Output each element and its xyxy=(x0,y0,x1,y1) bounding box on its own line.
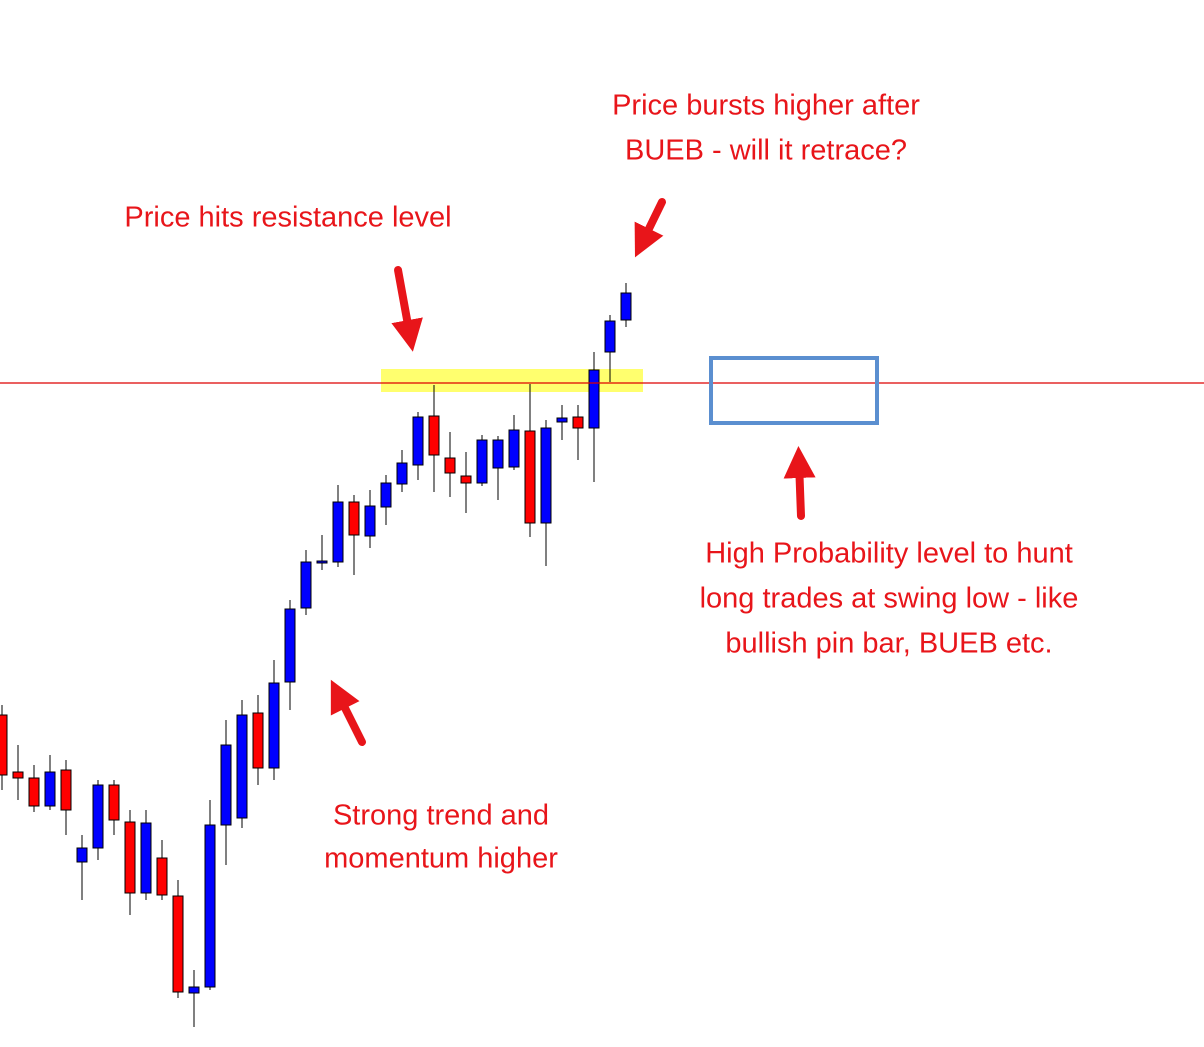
candle-body xyxy=(572,416,584,429)
candle-body xyxy=(12,771,24,779)
candle-body xyxy=(28,777,40,807)
candle-body xyxy=(0,714,8,776)
candle-body xyxy=(188,986,200,994)
candle-body xyxy=(508,429,520,468)
candle-body xyxy=(396,462,408,485)
annotation: bullish pin bar, BUEB etc. xyxy=(725,628,1052,660)
candle-body xyxy=(60,769,72,811)
candle-body xyxy=(348,501,360,536)
arrow xyxy=(783,446,816,520)
candle-body xyxy=(556,417,568,423)
candle-body xyxy=(332,501,344,563)
annotation: Strong trend and xyxy=(333,800,549,832)
annotation: momentum higher xyxy=(324,843,558,875)
candle-body xyxy=(604,320,616,353)
candle-body xyxy=(316,560,328,564)
candle-body xyxy=(412,416,424,466)
candle-body xyxy=(540,427,552,524)
candle-body xyxy=(252,712,264,769)
candle-body xyxy=(92,784,104,849)
candle-body xyxy=(156,857,168,896)
candle-body xyxy=(236,714,248,819)
candle-body xyxy=(492,439,504,469)
arrow xyxy=(330,679,366,746)
candle-body xyxy=(124,821,136,894)
candle-body xyxy=(476,439,488,484)
candle-body xyxy=(428,415,440,456)
candle-body xyxy=(284,608,296,683)
candle-body xyxy=(140,822,152,894)
candle-body xyxy=(220,744,232,826)
annotation: Price bursts higher after xyxy=(612,90,920,122)
target-box xyxy=(709,356,879,425)
arrow xyxy=(634,198,666,258)
candle-body xyxy=(524,430,536,524)
candle-body xyxy=(268,682,280,769)
arrows xyxy=(330,198,816,746)
candle-body xyxy=(76,847,88,863)
candle-body xyxy=(108,784,120,821)
annotation: long trades at swing low - like xyxy=(700,583,1079,615)
resistance-zone xyxy=(381,369,643,392)
candle-body xyxy=(460,475,472,484)
arrow xyxy=(391,266,423,352)
candle-body xyxy=(172,895,184,993)
candle-body xyxy=(204,824,216,988)
candle-body xyxy=(620,292,632,321)
candle-body xyxy=(444,457,456,474)
candle-body xyxy=(300,561,312,609)
candle-body xyxy=(588,369,600,429)
annotation: Price hits resistance level xyxy=(124,202,451,234)
candle-body xyxy=(380,482,392,508)
candle-body xyxy=(44,771,56,807)
candle-body xyxy=(364,505,376,537)
annotation: High Probability level to hunt xyxy=(705,538,1073,570)
annotation: BUEB - will it retrace? xyxy=(625,135,907,167)
